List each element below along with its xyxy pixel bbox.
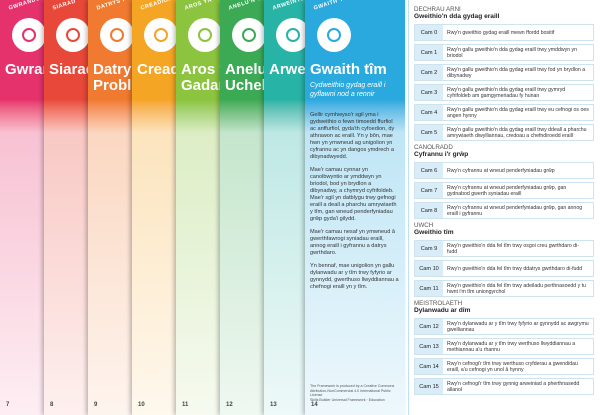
step-text: Rwy'n cyfrannu at wneud penderfyniadau g… [447,167,555,174]
divider [408,0,409,415]
section-level: UWCH [414,222,434,229]
license: The Framework is produced by a Creative … [310,384,395,397]
step-row: Cam 5 Rwy'n gallu gweithio'n dda gydag er… [414,124,594,141]
step-row: Cam 3 Rwy'n gallu gweithio'n dda gydag er… [414,84,594,101]
section-level: MEISTROLAETH [414,300,463,307]
section-heading: Dylanwadu ar dîm [414,307,471,314]
step-text: Rwy'n cyfrannu at wneud penderfyniadau g… [447,184,567,197]
step-text: Rwy'n gweithio'n dda fel tîm trwy ddatry… [447,265,583,272]
card-footer: The Framework is produced by a Creative … [310,384,400,402]
step-row: Cam 15 Rwy'n cefnogi'r tîm trwy gynnig ar… [414,378,594,395]
step-row: Cam 1 Rwy'n gallu gweithio'n dda gydag er… [414,44,594,61]
card-number: 12 [226,402,233,408]
step-text: Rwy'n dylanwadu ar y tîm trwy fyfyrio ar… [447,320,589,333]
paragraph: Mae'r camau cynnar yn canolbwyntio ar ym… [310,167,397,222]
card-icon [100,18,134,52]
card-fan: GWRANDOGwrando7SIARADSiarad8DATRYS PROBL… [0,0,405,415]
step-label: Cam 2 [415,65,443,80]
section-heading: Cyfrannu i'r grŵp [414,151,469,158]
step-row: Cam 8 Rwy'n cyfrannu at wneud penderfynia… [414,202,594,219]
section-heading: Gweithio'n dda gydag eraill [414,13,500,20]
step-label: Cam 9 [415,241,443,256]
step-row: Cam 9 Rwy'n gweithio'n dda fel tîm trwy o… [414,240,594,257]
step-text: Rwy'n cefnogi'r tîm trwy gynnig arweinia… [447,380,580,393]
section-level: DECHRAU ARNI [414,6,461,13]
step-row: Cam 6 Rwy'n cyfrannu at wneud penderfynia… [414,162,594,179]
card-icon [12,18,46,52]
paragraph: Gellir cymhwyso'r sgil yma i gydweithio … [310,112,395,160]
card: GWAITH TÎM Gwaith tîm Cydweithio gydag era… [305,0,405,415]
step-row: Cam 10 Rwy'n gweithio'n dda fel tîm trwy … [414,260,594,277]
card-number: 8 [50,402,54,408]
section-heading: Gweithio tîm [414,229,454,236]
brand: Skills Builder Universal Framework · Edu… [310,397,385,402]
card-icon [144,18,178,52]
step-label: Cam 5 [415,125,443,140]
step-text: Rwy'n gallu gweithio'n dda gydag eraill … [447,66,586,79]
step-label: Cam 10 [415,261,443,276]
step-row: Cam 14 Rwy'n cefnogi'r tîm trwy werthuso … [414,358,594,375]
card-label: SIARAD [52,0,77,12]
step-row: Cam 0 Rwy'n gweithio gydag eraill mewn ff… [414,24,594,41]
card-icon [317,18,351,52]
card-label: GWAITH TÎM [313,0,351,12]
step-label: Cam 8 [415,203,443,218]
step-label: Cam 4 [415,105,443,120]
step-text: Rwy'n gallu gweithio'n dda gydag eraill … [447,106,589,119]
step-row: Cam 13 Rwy'n dylanwadu ar y tîm trwy wert… [414,338,594,355]
step-label: Cam 1 [415,45,443,60]
step-text: Rwy'n gallu gweithio'n dda gydag eraill … [447,46,578,59]
step-row: Cam 4 Rwy'n gallu gweithio'n dda gydag er… [414,104,594,121]
step-text: Rwy'n gallu gweithio'n dda gydag eraill … [447,126,587,139]
card-subtitle: Cydweithio gydag eraill i gyflawni nod a… [310,82,386,98]
step-row: Cam 11 Rwy'n gweithio'n dda fel tîm trwy … [414,280,594,297]
step-label: Cam 6 [415,163,443,178]
step-text: Rwy'n cyfrannu at wneud penderfyniadau g… [447,204,583,217]
step-label: Cam 3 [415,85,443,100]
step-label: Cam 12 [415,319,443,334]
card-label: GWRANDO [8,0,42,12]
card-number: 9 [94,402,98,408]
card-icon [276,18,310,52]
card-number: 13 [270,402,277,408]
card-icon [56,18,90,52]
card-icon [188,18,222,52]
card-title: Siarad [49,61,95,78]
section-level: CANOLRADD [414,144,453,151]
step-label: Cam 7 [415,183,443,198]
card-body: Gellir cymhwyso'r sgil yma i gydweithio … [310,112,400,297]
card-icon [232,18,266,52]
step-label: Cam 15 [415,379,443,394]
step-row: Cam 12 Rwy'n dylanwadu ar y tîm trwy fyfy… [414,318,594,335]
step-label: Cam 0 [415,25,443,40]
step-label: Cam 11 [415,281,443,296]
paragraph: Mae'r camau nesaf yn ymwneud â gwerthfaw… [310,229,396,256]
step-label: Cam 14 [415,359,443,374]
step-row: Cam 7 Rwy'n cyfrannu at wneud penderfynia… [414,182,594,199]
paragraph: Yn bennaf, mae unigolion yn gallu dylanw… [310,263,399,290]
steps-panel: DECHRAU ARNI Gweithio'n dda gydag eraill C… [410,0,600,415]
step-row: Cam 2 Rwy'n gallu gweithio'n dda gydag er… [414,64,594,81]
step-text: Rwy'n gallu gweithio'n dda gydag eraill … [447,86,566,99]
card-number: 10 [138,402,145,408]
step-text: Rwy'n gweithio'n dda fel tîm trwy osgoi … [447,242,580,255]
card-number: 7 [6,402,10,408]
step-label: Cam 13 [415,339,443,354]
step-text: Rwy'n dylanwadu ar y tîm trwy werthuso l… [447,340,576,353]
card-number: 14 [311,402,318,408]
step-text: Rwy'n cefnogi'r tîm trwy werthuso cryfde… [447,360,578,373]
card-number: 11 [182,402,189,408]
step-text: Rwy'n gweithio'n dda fel tîm trwy adeila… [447,282,586,295]
step-text: Rwy'n gweithio gydag eraill mewn ffordd … [447,29,555,36]
card-title: Gwaith tîm [310,61,387,78]
